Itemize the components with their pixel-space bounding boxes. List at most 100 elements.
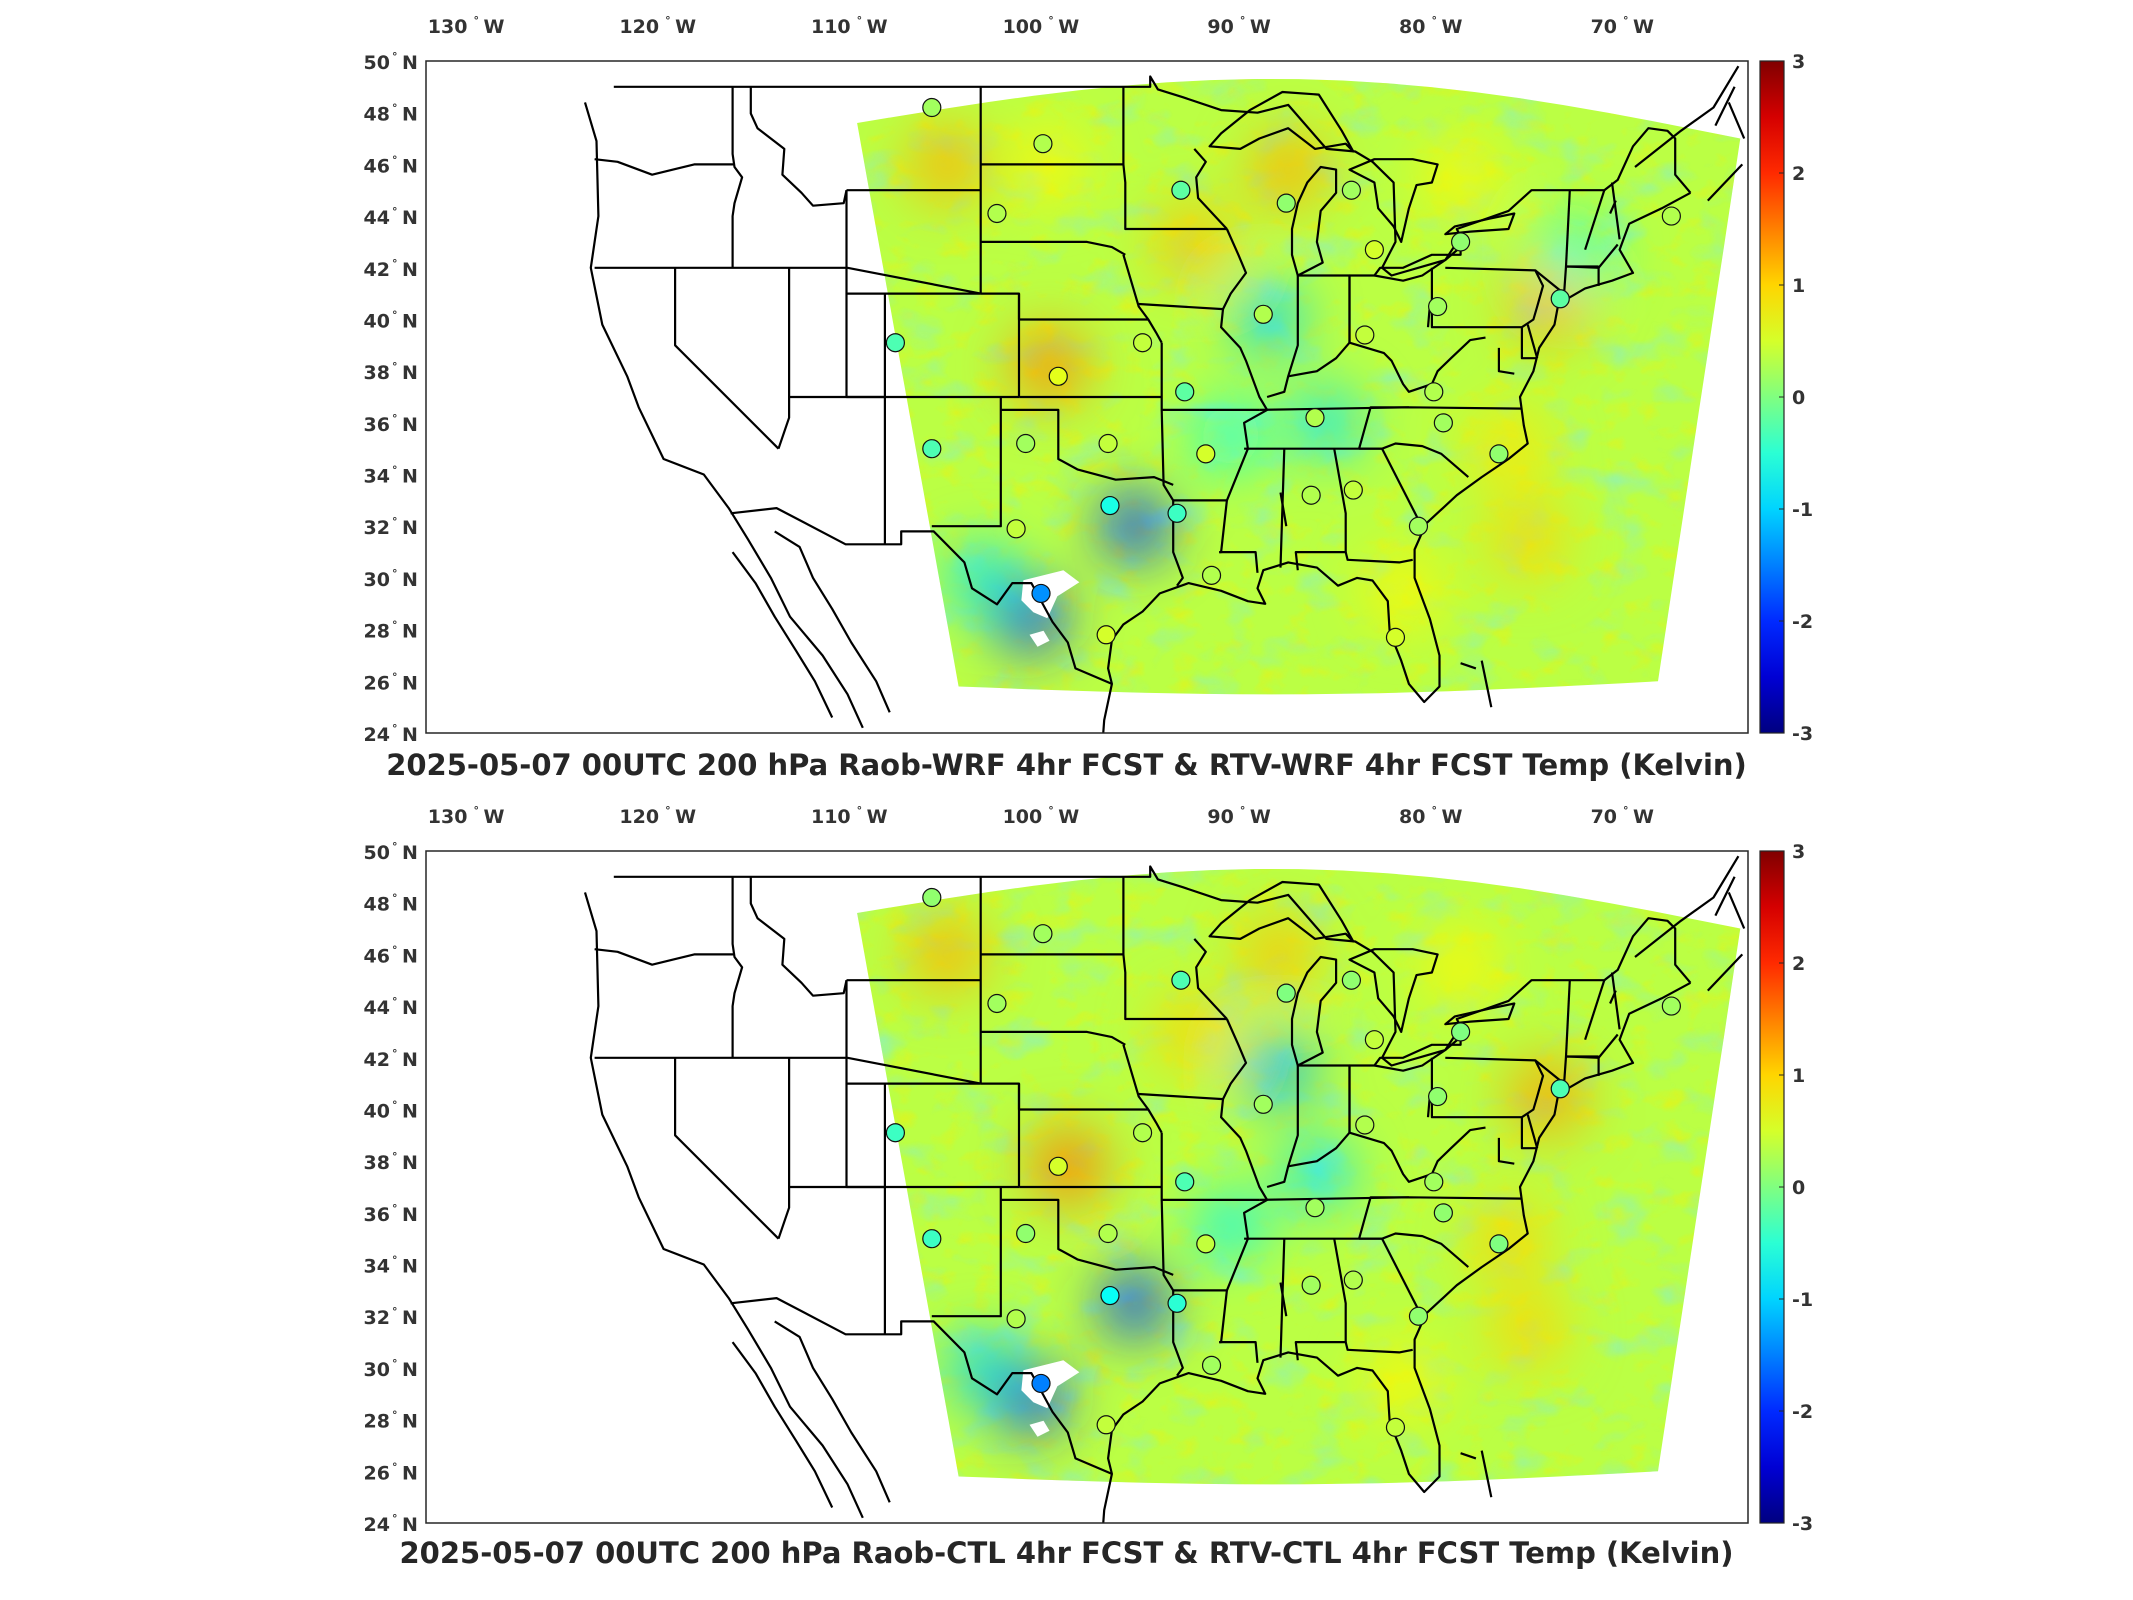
warm-anomaly	[1489, 1291, 1566, 1368]
missing-data-patch	[1029, 630, 1050, 647]
lat-tick-label: 28 ° N	[364, 619, 418, 643]
cool-anomaly	[1244, 1036, 1313, 1105]
station-marker	[1451, 1022, 1471, 1042]
station-marker	[922, 887, 942, 908]
lon-tick-label: 110 ° W	[811, 804, 888, 828]
station-marker	[987, 203, 1007, 224]
station-marker	[1489, 1234, 1509, 1254]
degree-symbol: °	[392, 464, 398, 477]
lat-tick-suffix: N	[402, 155, 418, 177]
lon-tick-suffix: W	[1250, 16, 1271, 38]
colorbar-tick-label: 1	[1792, 275, 1805, 297]
cool-anomaly	[1541, 220, 1610, 289]
coastline-border	[1707, 953, 1744, 992]
degree-symbol: °	[392, 619, 398, 632]
lat-tick-suffix: N	[402, 104, 418, 126]
lat-tick-value: 38	[364, 362, 390, 384]
lat-tick-value: 28	[364, 621, 390, 643]
colorbar-tick-label: -2	[1792, 1401, 1813, 1423]
lat-tick-suffix: N	[402, 1359, 418, 1381]
state-boundary	[1430, 266, 1545, 329]
station-marker	[1048, 1156, 1068, 1176]
state-boundary	[594, 948, 735, 966]
state-boundary	[1564, 190, 1571, 267]
station-marker	[1100, 1285, 1120, 1306]
lon-tick-suffix: W	[1633, 16, 1654, 38]
station-marker	[1550, 289, 1570, 309]
lat-tick-value: 46	[364, 945, 390, 967]
degree-symbol: °	[473, 804, 479, 817]
degree-symbol: °	[392, 567, 398, 580]
lon-tick-label: 80 ° W	[1399, 14, 1462, 38]
lat-tick-label: 34 ° N	[364, 1254, 418, 1278]
lon-tick-labels: 130 ° W 120 ° W 110 ° W 100 ° W 90 ° W 80 ° W 70 ° W	[428, 14, 1654, 38]
lon-tick-suffix: W	[483, 806, 504, 828]
state-boundary	[1358, 1196, 1409, 1239]
lon-tick-label: 90 ° W	[1207, 804, 1270, 828]
lat-tick-label: 30 ° N	[364, 1357, 418, 1381]
degree-symbol: °	[392, 1357, 398, 1370]
lat-tick-suffix: N	[402, 310, 418, 332]
coastline-border	[1714, 86, 1736, 127]
lat-tick-suffix: N	[402, 1411, 418, 1433]
station-marker	[1016, 1223, 1036, 1244]
state-boundary	[1344, 551, 1413, 564]
station-marker	[1098, 1223, 1118, 1244]
station-marker	[1201, 1355, 1222, 1375]
state-boundary	[1219, 551, 1259, 573]
degree-symbol: °	[1623, 804, 1629, 817]
cool-anomaly	[1100, 1269, 1169, 1338]
degree-symbol: °	[392, 1305, 398, 1318]
lat-tick-label: 48 ° N	[364, 102, 418, 126]
station-marker	[1276, 983, 1296, 1003]
station-marker	[1033, 924, 1053, 944]
state-boundary	[1000, 1198, 1174, 1276]
warm-anomaly	[1154, 993, 1231, 1070]
degree-symbol: °	[1240, 14, 1246, 27]
lat-tick-label: 42 ° N	[364, 1047, 418, 1071]
coastline-border	[1102, 981, 1692, 1523]
degree-symbol: °	[857, 14, 863, 27]
lat-tick-value: 34	[364, 466, 390, 488]
station-marker	[1196, 444, 1216, 464]
colorbar-tick-label: 1	[1792, 1065, 1805, 1087]
lat-tick-label: 38 ° N	[364, 1150, 418, 1174]
coastline-border	[774, 530, 891, 713]
state-boundary	[1584, 189, 1606, 251]
state-boundary	[594, 158, 735, 176]
degree-symbol: °	[665, 804, 671, 817]
state-boundary	[1358, 406, 1409, 449]
plot-frame	[425, 850, 1749, 1524]
station-marker	[1661, 206, 1681, 226]
state-boundary	[1122, 86, 1227, 231]
station-marker	[1171, 970, 1191, 990]
colorbar-tick-label: 2	[1792, 163, 1805, 185]
lon-tick-value: 110	[811, 16, 851, 38]
degree-symbol: °	[392, 205, 398, 218]
lake-outline	[1290, 165, 1338, 277]
degree-symbol: °	[473, 14, 479, 27]
coastline-border	[1727, 101, 1746, 139]
lat-tick-suffix: N	[402, 414, 418, 436]
state-boundary	[1160, 1199, 1184, 1377]
degree-symbol: °	[1431, 14, 1437, 27]
state-boundary	[674, 1057, 780, 1240]
degree-symbol: °	[392, 360, 398, 373]
coastline-border	[1480, 1450, 1493, 1498]
lon-tick-value: 130	[428, 16, 468, 38]
state-boundary	[1520, 327, 1538, 360]
colorbar-tick-label: 2	[1792, 953, 1805, 975]
degree-symbol: °	[392, 1098, 398, 1111]
coastline-border	[1634, 65, 1740, 168]
station-marker	[1364, 1030, 1384, 1050]
station-marker	[1276, 193, 1296, 213]
lat-tick-value: 42	[364, 259, 390, 281]
warm-anomaly	[909, 126, 986, 203]
lat-tick-value: 42	[364, 1049, 390, 1071]
station-marker	[1016, 433, 1036, 454]
lon-tick-suffix: W	[1058, 16, 1079, 38]
state-boundary	[1279, 492, 1288, 527]
lon-tick-label: 110 ° W	[811, 14, 888, 38]
lon-tick-label: 70 ° W	[1591, 804, 1654, 828]
lake-outline	[1444, 212, 1516, 236]
